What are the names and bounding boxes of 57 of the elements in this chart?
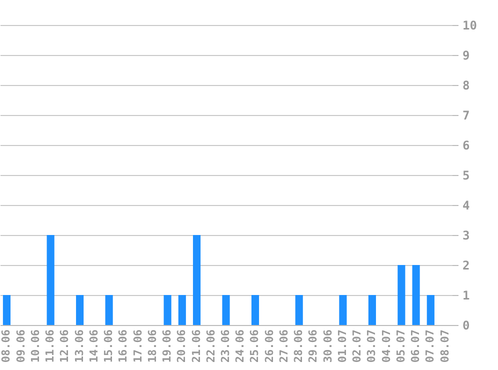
y-tick-label: 0	[462, 318, 470, 332]
y-tick-label: 6	[462, 138, 470, 152]
bar	[339, 295, 347, 325]
x-tick-label: 09.06	[14, 329, 28, 363]
x-tick-label: 30.06	[321, 329, 334, 363]
bar	[295, 295, 303, 325]
x-tick-label: 12.06	[58, 329, 72, 363]
x-tick-label: 07.07	[424, 330, 437, 363]
bar	[222, 295, 230, 325]
x-tick-label: 05.07	[394, 330, 408, 363]
bar	[2, 295, 11, 325]
bar	[105, 295, 113, 325]
bar	[398, 265, 406, 325]
x-tick-label: 25.06	[248, 329, 262, 363]
x-tick-label: 28.06	[292, 329, 306, 363]
y-tick-label: 2	[462, 258, 470, 272]
x-tick-label: 10.06	[28, 329, 42, 363]
x-tick-label: 06.07	[409, 330, 422, 363]
bar	[412, 265, 420, 325]
y-tick-label: 4	[462, 198, 470, 212]
bar	[426, 295, 434, 325]
x-tick-label: 18.06	[146, 329, 159, 363]
x-tick-label: 01.07	[336, 330, 349, 363]
x-tick-label: 13.06	[72, 329, 86, 363]
y-tick-label: 8	[462, 78, 470, 92]
x-tick-label: 19.06	[160, 329, 174, 363]
x-tick-label: 29.06	[306, 329, 320, 363]
x-tick-label: 15.06	[102, 329, 116, 363]
x-tick-label: 22.06	[204, 329, 218, 363]
bar	[251, 295, 260, 325]
bar	[164, 295, 172, 325]
y-tick-label: 5	[462, 168, 470, 182]
x-tick-label: 04.07	[380, 330, 393, 363]
bar	[368, 295, 376, 325]
x-tick-label: 14.06	[87, 329, 100, 363]
x-tick-label: 03.07	[365, 330, 378, 363]
x-tick-label: 24.06	[234, 329, 247, 363]
x-tick-label: 16.06	[116, 329, 130, 363]
x-tick-label: 27.06	[277, 329, 290, 363]
x-tick-label: 11.06	[44, 329, 57, 363]
y-tick-label: 3	[462, 228, 470, 242]
bar	[46, 235, 54, 325]
x-tick-label: 02.07	[350, 330, 364, 363]
bar	[76, 295, 84, 325]
y-tick-label: 9	[462, 48, 470, 62]
bar	[178, 295, 186, 325]
y-tick-label: 1	[462, 288, 470, 302]
y-tick-label: 10	[462, 18, 477, 32]
bar	[192, 235, 201, 325]
x-tick-label: 20.06	[175, 329, 188, 363]
y-tick-label: 7	[462, 108, 470, 122]
x-tick-label: 21.06	[190, 329, 203, 363]
x-tick-label: 17.06	[131, 329, 144, 363]
x-tick-label: 26.06	[262, 329, 276, 363]
x-tick-label: 08.06	[0, 329, 13, 363]
x-tick-label: 23.06	[219, 329, 232, 363]
x-tick-label: 08.07	[438, 330, 452, 363]
